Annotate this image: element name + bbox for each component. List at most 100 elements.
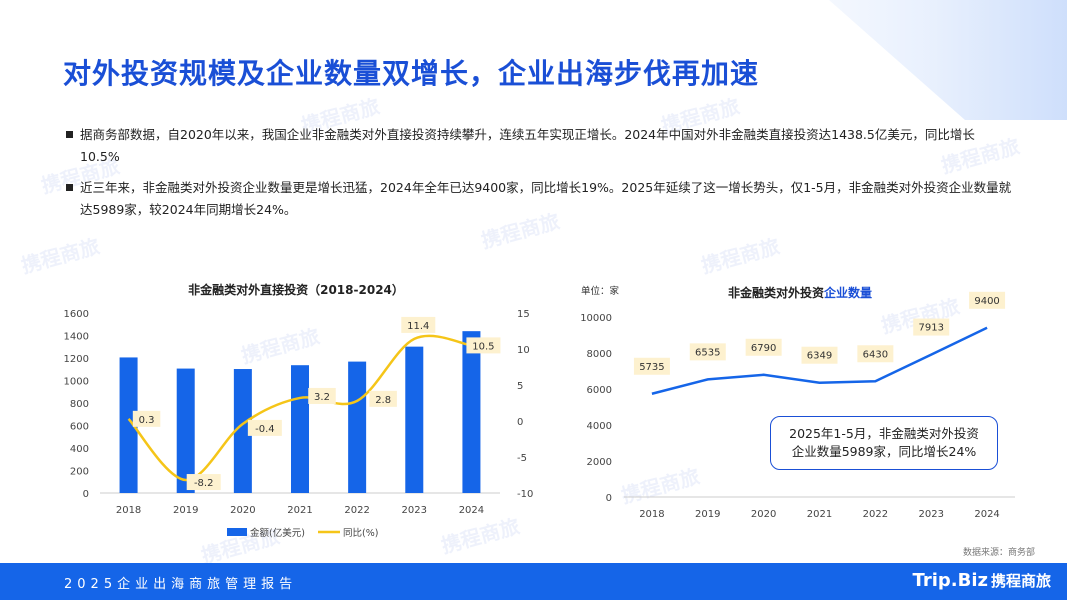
chart2-x-tick: 2022 (863, 509, 888, 520)
bullet-square-icon (66, 131, 73, 138)
logo-brand: 携程商旅 (990, 572, 1051, 590)
chart1-yoy-label: 0.3 (139, 415, 155, 426)
chart1-yoy-label: 3.2 (314, 392, 330, 403)
chart1-yoy-line (127, 334, 472, 482)
chart1-yoy-label-bg (247, 419, 282, 436)
chart1-left-tick: 400 (70, 444, 89, 455)
chart2-point-label: 7913 (918, 323, 943, 334)
legend-bar-swatch (227, 528, 247, 536)
logo-text: Trip.Biz (912, 570, 988, 591)
chart1-x-tick: 2023 (402, 505, 427, 516)
chart1-left-tick: 1600 (64, 309, 89, 320)
chart2-x-tick: 2024 (974, 509, 999, 520)
annotation-callout: 2025年1-5月，非金融类对外投资 企业数量5989家，同比增长24% (770, 416, 998, 470)
chart1-x-tick: 2019 (173, 505, 198, 516)
chart1-left-tick: 600 (70, 422, 89, 433)
legend-line-label: 同比(%) (343, 527, 378, 539)
chart2-x-tick: 2021 (807, 509, 832, 520)
chart1-x-tick: 2021 (287, 505, 312, 516)
annotation-line: 2025年1-5月，非金融类对外投资 (789, 426, 979, 441)
chart2-y-tick: 0 (606, 493, 612, 504)
chart2-point-label-bg (913, 318, 950, 336)
chart1-left-tick: 1400 (64, 332, 89, 343)
chart2-y-axis: 0 2000 4000 6000 8000 10000 (580, 313, 1015, 504)
chart2-point-label-bg (801, 346, 838, 364)
chart2-y-tick: 8000 (587, 349, 612, 360)
chart2-point-label-bg (633, 357, 670, 375)
chart2-x-tick: 2019 (695, 509, 720, 520)
chart1-bar (176, 368, 195, 493)
chart1-yoy-label-bg (401, 316, 436, 333)
footer-report-title: 2025企业出海商旅管理报告 (64, 577, 298, 592)
chart2-title-highlight: 企业数量 (823, 285, 872, 300)
page-title: 对外投资规模及企业数量双增长，企业出海步伐再加速 (63, 57, 760, 90)
chart1-right-tick: 0 (517, 417, 523, 428)
chart2-y-tick: 10000 (580, 313, 612, 324)
chart2-point-labels: 5735 6535 6790 6349 6430 7913 9400 (633, 291, 1006, 375)
chart1-yoy-label: -0.4 (255, 424, 275, 435)
chart1-bar (119, 357, 138, 493)
chart2-title-prefix: 非金融类对外投资 (728, 285, 824, 300)
chart1-right-tick: -5 (517, 453, 527, 464)
chart2-title: 非金融类对外投资企业数量 (728, 285, 872, 300)
footer-bar: 2025企业出海商旅管理报告 Trip.Biz 携程商旅 (0, 563, 1067, 600)
chart2-point-label: 6790 (751, 343, 776, 354)
chart2-unit: 单位：家 (581, 285, 620, 297)
chart2-point-label-bg (745, 338, 782, 356)
chart1-right-tick: 10 (517, 345, 530, 356)
chart1-legend: 金额(亿美元) 同比(%) (227, 527, 378, 539)
chart1-title: 非金融类对外直接投资（2018-2024） (188, 282, 404, 297)
chart2-x-tick: 2020 (751, 509, 776, 520)
chart2-y-tick: 2000 (587, 457, 612, 468)
chart2-count-line (651, 326, 988, 395)
chart1-left-tick: 0 (83, 489, 89, 500)
chart1-yoy-labels: 0.3 -8.2 -0.4 3.2 2.8 11.4 10.5 (132, 316, 501, 491)
chart2-point-label: 6349 (807, 351, 832, 362)
footer-logo: Trip.Biz 携程商旅 (913, 570, 1051, 591)
chart1-yoy-label-bg (132, 410, 161, 427)
chart1-right-tick: -10 (517, 489, 533, 500)
chart2-point-label-bg (857, 345, 894, 363)
chart1-x-tick: 2020 (230, 505, 255, 516)
chart1-left-tick: 800 (70, 399, 89, 410)
chart2-y-tick: 4000 (587, 421, 612, 432)
chart1-x-tick: 2024 (459, 505, 484, 516)
chart2-x-tick: 2023 (918, 509, 943, 520)
chart1-bar (348, 361, 367, 493)
chart1-left-tick: 200 (70, 467, 89, 478)
chart2-point-label: 5735 (639, 362, 664, 373)
data-source: 数据来源：商务部 (962, 548, 1035, 558)
chart1-right-tick: 5 (517, 381, 523, 392)
bullet-list: 据商务部数据，自2020年以来，我国企业非金融类对外直接投资持续攀升，连续五年实… (64, 124, 1014, 230)
bullet-square-icon (66, 184, 73, 191)
chart1-x-tick: 2022 (344, 505, 369, 516)
bullet-item: 据商务部数据，自2020年以来，我国企业非金融类对外直接投资持续攀升，连续五年实… (64, 124, 1014, 168)
bullet-text: 近三年来，非金融类对外投资企业数量更是增长迅猛，2024年全年已达9400家，同… (80, 180, 1012, 217)
chart2-x-axis: 2018 2019 2020 2021 2022 2023 2024 (639, 509, 1000, 520)
chart1-bar (405, 346, 424, 493)
chart1-yoy-label-bg (308, 387, 336, 404)
chart2-point-label: 9400 (974, 296, 999, 307)
chart1-bar (462, 331, 481, 493)
legend-bar-label: 金额(亿美元) (250, 527, 305, 539)
bullet-item: 近三年来，非金融类对外投资企业数量更是增长迅猛，2024年全年已达9400家，同… (64, 177, 1014, 221)
chart1-x-tick: 2018 (116, 505, 141, 516)
chart2-point-label: 6430 (863, 349, 888, 360)
annotation-line: 企业数量5989家，同比增长24% (791, 444, 977, 459)
chart1-yoy-label-bg (369, 390, 397, 407)
chart1-yoy-label: 11.4 (407, 321, 429, 332)
chart1-yoy-label: 2.8 (375, 395, 391, 406)
chart1-yoy-label-bg (466, 337, 501, 354)
chart1-x-axis: 2018 2019 2020 2021 2022 2023 2024 (116, 505, 484, 516)
chart1-yoy-label-bg (186, 474, 221, 491)
chart1-bars (119, 331, 481, 493)
chart1-right-tick: 15 (517, 309, 530, 320)
chart2-y-tick: 6000 (587, 385, 612, 396)
chart2-point-label-bg (969, 291, 1006, 309)
chart1-left-tick: 1200 (64, 354, 89, 365)
chart1-yoy-label: 10.5 (472, 341, 494, 352)
chart2-point-label: 6535 (695, 347, 720, 358)
chart2-x-tick: 2018 (639, 509, 664, 520)
